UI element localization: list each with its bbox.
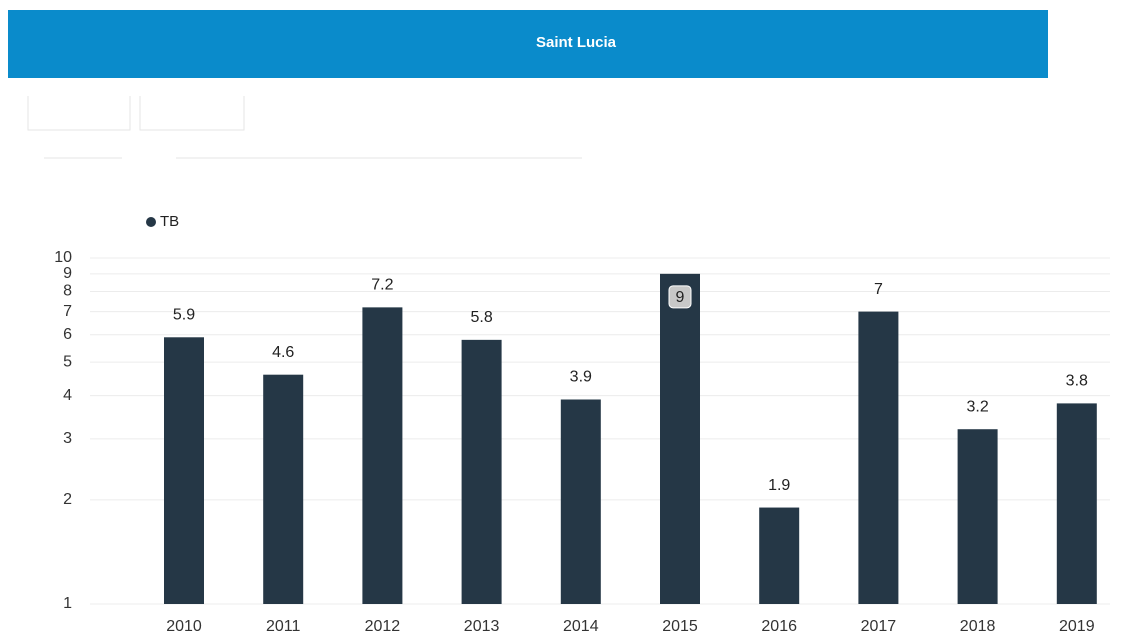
data-label: 5.8: [470, 309, 492, 326]
data-label: 3.8: [1066, 373, 1088, 390]
y-tick-label: 10: [54, 249, 72, 266]
legend-marker: [146, 217, 156, 227]
filter-box: [139, 96, 245, 131]
y-tick-label: 1: [63, 595, 72, 612]
title-banner: [8, 10, 1048, 78]
data-label-bg: [668, 285, 692, 309]
x-tick-label: 2012: [365, 618, 401, 635]
x-tick-label: 2015: [662, 618, 698, 635]
x-tick-label: 2014: [563, 618, 599, 635]
x-tick-label: 2017: [861, 618, 897, 635]
x-tick-label: 2018: [960, 618, 996, 635]
chart-title: Saint Lucia: [536, 34, 617, 51]
bar: [560, 399, 601, 604]
bar: [1056, 403, 1097, 604]
x-tick-label: 2013: [464, 618, 500, 635]
x-tick-label: 2011: [266, 618, 301, 635]
y-tick-label: 3: [63, 430, 72, 447]
data-label: 7: [874, 281, 883, 298]
bar: [164, 337, 204, 604]
y-tick-label: 7: [63, 303, 72, 320]
filter-controls: [27, 96, 582, 159]
y-tick-label: 4: [63, 387, 72, 404]
bar: [263, 374, 304, 604]
y-tick-label: 9: [63, 265, 72, 282]
x-tick-label: 2019: [1059, 618, 1095, 635]
y-tick-label: 5: [63, 353, 72, 370]
data-label: 7.2: [371, 277, 393, 294]
bar: [461, 339, 502, 604]
bar: [957, 429, 998, 604]
legend-label: TB: [160, 213, 179, 230]
y-tick-label: 2: [63, 491, 72, 508]
data-label: 3.2: [966, 398, 988, 415]
filter-box: [27, 96, 131, 131]
data-label: 5.9: [173, 307, 195, 324]
data-label: 1.9: [768, 477, 790, 494]
bar: [759, 507, 800, 604]
y-tick-label: 8: [63, 283, 72, 300]
bar: [660, 273, 700, 604]
bar: [362, 307, 403, 604]
bar: [858, 311, 899, 604]
data-label: 4.6: [272, 344, 294, 361]
y-tick-label: 6: [63, 326, 72, 343]
data-label: 9: [676, 289, 685, 306]
x-tick-label: 2016: [761, 618, 797, 635]
x-tick-label: 2010: [166, 618, 202, 635]
data-label: 3.9: [570, 369, 592, 386]
